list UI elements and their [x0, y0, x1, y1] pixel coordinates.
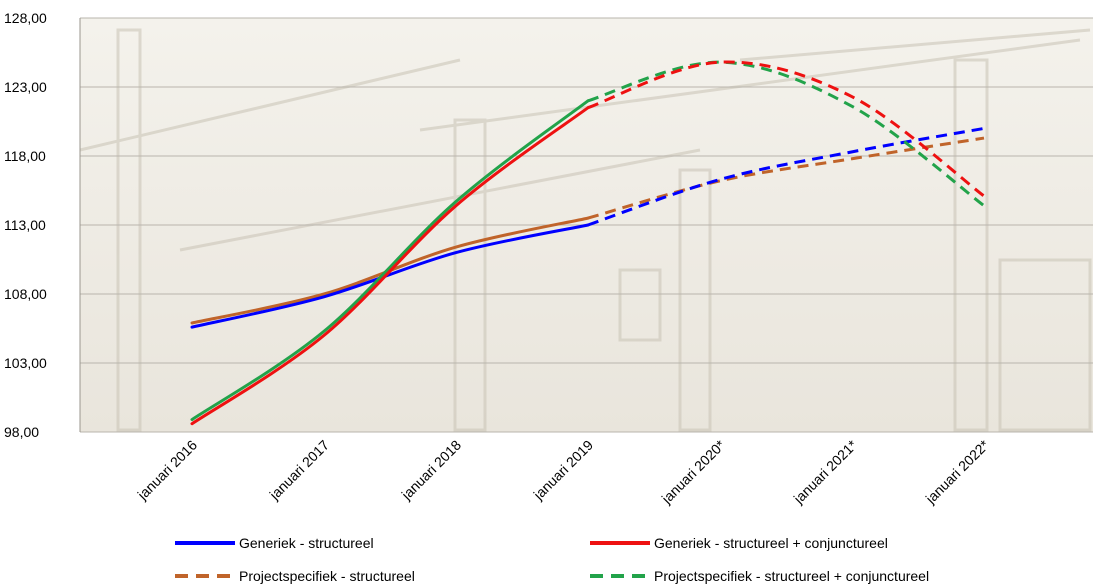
y-tick-label: 98,00 — [4, 424, 39, 440]
x-tick-label: januari 2016 — [134, 437, 201, 504]
y-tick-label: 123,00 — [4, 79, 47, 95]
x-tick-label: januari 2021* — [790, 436, 861, 507]
x-tick-label: januari 2019 — [530, 437, 597, 504]
x-tick-label: januari 2022* — [922, 436, 993, 507]
y-tick-label: 113,00 — [4, 217, 46, 233]
y-axis: 98,00 103,00 108,00 113,00 118,00 123,00 128,0… — [4, 10, 80, 440]
x-tick-label: januari 2018 — [398, 437, 465, 504]
y-tick-label: 108,00 — [4, 286, 47, 302]
x-tick-label: januari 2017 — [266, 437, 333, 504]
y-tick-label: 118,00 — [4, 148, 46, 164]
x-tick-label: januari 2020* — [658, 436, 729, 507]
x-axis: januari 2016 januari 2017 januari 2018 janu… — [134, 436, 993, 507]
y-tick-label: 128,00 — [4, 10, 47, 26]
y-tick-label: 103,00 — [4, 355, 47, 371]
